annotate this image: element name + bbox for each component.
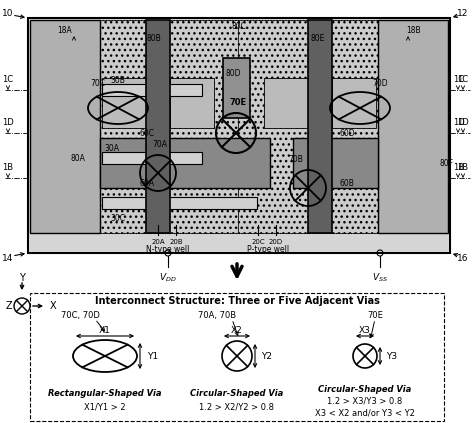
Text: 20B: 20B <box>169 239 183 245</box>
Text: 1D: 1D <box>453 118 465 127</box>
Bar <box>102 197 257 209</box>
Text: Y3: Y3 <box>386 352 397 360</box>
Bar <box>223 58 250 118</box>
Text: Y1: Y1 <box>147 352 158 360</box>
Bar <box>102 152 202 164</box>
Text: Circular-Shaped Via: Circular-Shaped Via <box>191 388 283 398</box>
Text: 20A: 20A <box>151 239 165 245</box>
Text: Rectangular-Shaped Via: Rectangular-Shaped Via <box>48 388 162 398</box>
Text: 10: 10 <box>2 8 14 17</box>
Bar <box>332 78 376 128</box>
Bar <box>29 19 449 252</box>
Text: 70A: 70A <box>153 140 167 149</box>
Text: 70C, 70D: 70C, 70D <box>61 310 100 319</box>
Text: 30C: 30C <box>110 214 126 222</box>
Text: Y2: Y2 <box>261 352 272 360</box>
Text: 30A: 30A <box>104 143 119 153</box>
Text: 60C: 60C <box>140 129 155 137</box>
Text: 12: 12 <box>457 8 469 17</box>
Text: 1C: 1C <box>2 75 14 84</box>
Text: 30B: 30B <box>110 75 126 85</box>
Text: X1/Y1 > 2: X1/Y1 > 2 <box>84 403 126 412</box>
Bar <box>146 20 170 233</box>
Text: X2: X2 <box>231 326 243 335</box>
Text: 20D: 20D <box>269 239 283 245</box>
Bar <box>238 20 378 233</box>
Bar <box>100 138 270 188</box>
Bar <box>102 78 146 128</box>
Text: 1D: 1D <box>457 118 469 127</box>
Text: 70E: 70E <box>229 98 246 107</box>
Text: $V_{SS}$: $V_{SS}$ <box>372 271 388 283</box>
Bar <box>378 20 448 233</box>
Text: 70A, 70B: 70A, 70B <box>198 310 236 319</box>
Bar <box>308 20 332 233</box>
Bar <box>170 78 214 128</box>
Text: Interconnect Structure: Three or Five Adjacent Vias: Interconnect Structure: Three or Five Ad… <box>94 296 380 306</box>
Text: 18B: 18B <box>407 25 421 35</box>
Text: X: X <box>50 301 56 311</box>
Text: 1B: 1B <box>453 163 464 172</box>
Text: 80E: 80E <box>311 33 325 42</box>
Text: Y: Y <box>19 273 25 283</box>
Text: 80F: 80F <box>440 159 454 168</box>
Text: 70E: 70E <box>367 310 383 319</box>
Bar <box>30 20 100 233</box>
Text: N-type well: N-type well <box>146 245 190 254</box>
Text: 80D: 80D <box>226 69 241 77</box>
Text: 1B: 1B <box>2 163 14 172</box>
Text: 1.2 > X3/Y3 > 0.8: 1.2 > X3/Y3 > 0.8 <box>328 396 402 406</box>
Bar <box>102 84 202 96</box>
Text: Circular-Shaped Via: Circular-Shaped Via <box>319 385 411 393</box>
Text: Z: Z <box>5 301 12 311</box>
Text: 1.2 > X2/Y2 > 0.8: 1.2 > X2/Y2 > 0.8 <box>200 403 274 412</box>
Text: 14: 14 <box>2 253 14 263</box>
Text: 18A: 18A <box>58 25 73 35</box>
Bar <box>28 18 450 253</box>
Text: 1C: 1C <box>457 75 469 84</box>
Bar <box>100 20 238 233</box>
Bar <box>293 138 378 188</box>
Text: 20C: 20C <box>251 239 265 245</box>
Text: 1D: 1D <box>2 118 14 127</box>
Text: 1B: 1B <box>457 163 469 172</box>
Text: X3 < X2 and/or Y3 < Y2: X3 < X2 and/or Y3 < Y2 <box>315 409 415 418</box>
Text: 80A: 80A <box>71 154 85 162</box>
Text: X1: X1 <box>99 326 111 335</box>
Bar <box>264 78 308 128</box>
Text: 70C: 70C <box>91 79 106 88</box>
Text: 16: 16 <box>457 253 469 263</box>
Text: 60A: 60A <box>140 179 155 187</box>
Text: P-type well: P-type well <box>247 245 289 254</box>
Text: X3: X3 <box>359 326 371 335</box>
Text: 80C: 80C <box>232 22 246 30</box>
Text: 60D: 60D <box>340 129 356 137</box>
Text: 70D: 70D <box>372 79 388 88</box>
Text: 80B: 80B <box>146 33 161 42</box>
Text: 1C: 1C <box>453 75 464 84</box>
Bar <box>30 293 444 421</box>
Bar <box>100 20 378 233</box>
Text: 70B: 70B <box>289 155 303 164</box>
Text: $V_{DD}$: $V_{DD}$ <box>159 271 177 283</box>
Text: 60B: 60B <box>340 179 355 187</box>
